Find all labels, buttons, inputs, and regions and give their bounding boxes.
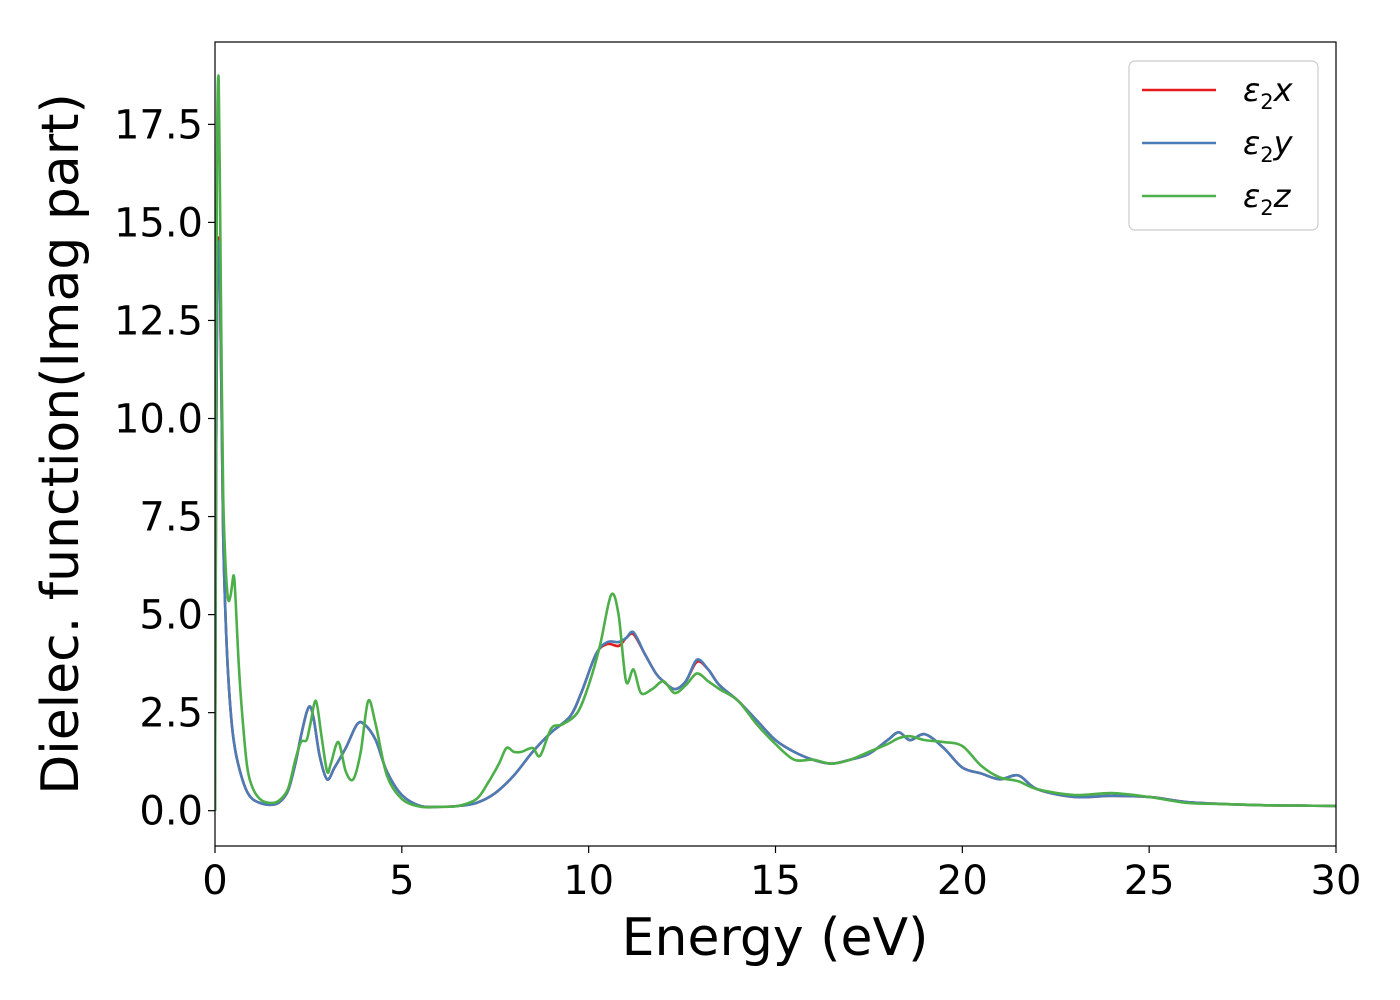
legend-label-z: ε2z bbox=[1243, 177, 1292, 220]
x-axis: 0 5 10 15 20 25 30 bbox=[202, 846, 1361, 904]
y-tick-label: 12.5 bbox=[114, 298, 203, 344]
legend-box bbox=[1128, 60, 1319, 231]
y-tick-label: 15.0 bbox=[114, 200, 203, 246]
y-axis: 0.0 2.5 5.0 7.5 10.0 12.5 15.0 17.5 bbox=[114, 102, 215, 835]
x-tick-label: 30 bbox=[1311, 858, 1362, 904]
x-tick-label: 25 bbox=[1124, 858, 1175, 904]
x-tick-label: 5 bbox=[389, 858, 414, 904]
series-layer bbox=[215, 74, 1336, 811]
y-tick-label: 17.5 bbox=[114, 102, 203, 148]
x-tick-label: 20 bbox=[937, 858, 988, 904]
y-axis-title: Dielec. function(Imag part) bbox=[31, 93, 91, 795]
y-tick-label: 7.5 bbox=[139, 495, 203, 541]
y-tick-label: 10.0 bbox=[114, 397, 203, 443]
series-line-y bbox=[215, 240, 1336, 811]
y-tick-label: 0.0 bbox=[139, 789, 203, 835]
x-tick-label: 15 bbox=[750, 858, 801, 904]
series-line-z bbox=[215, 74, 1336, 811]
x-tick-label: 0 bbox=[202, 858, 227, 904]
series-line-x bbox=[215, 236, 1336, 811]
legend: ε2x ε2y ε2z bbox=[1128, 60, 1319, 231]
y-tick-label: 2.5 bbox=[139, 691, 203, 737]
x-tick-label: 10 bbox=[563, 858, 614, 904]
x-axis-title: Energy (eV) bbox=[622, 908, 929, 968]
y-tick-label: 5.0 bbox=[139, 593, 203, 639]
legend-label-y: ε2y bbox=[1243, 124, 1294, 167]
legend-label-x: ε2x bbox=[1243, 71, 1294, 114]
